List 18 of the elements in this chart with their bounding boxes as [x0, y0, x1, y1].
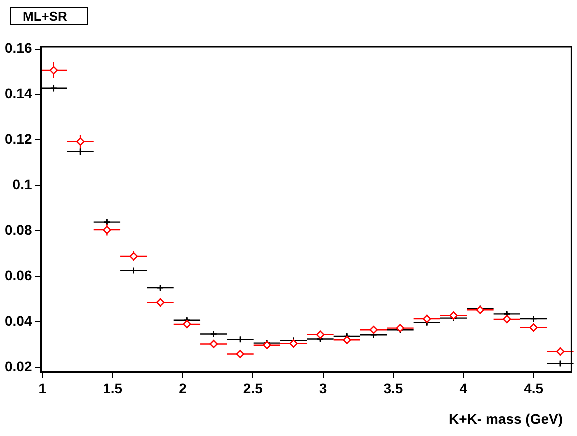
x-tick-label: 2 — [179, 380, 188, 396]
y-tick-label: 0.1 — [12, 176, 32, 193]
x-tick-label: 1 — [38, 380, 47, 396]
x-tick-label: 3 — [319, 380, 328, 396]
y-tick-label: 0.14 — [5, 86, 32, 102]
y-tick-label: 0.06 — [5, 268, 32, 284]
y-tick-label: 0.08 — [5, 222, 32, 238]
y-tick-label: 0.04 — [5, 313, 32, 330]
x-tick-label: 2.5 — [243, 380, 264, 396]
x-tick-label: 3.5 — [384, 380, 404, 396]
y-tick-label: 0.16 — [5, 40, 32, 56]
x-tick-label: 1.5 — [103, 380, 123, 396]
y-tick-label: 0.12 — [5, 131, 32, 148]
x-axis-title: K+K- mass (GeV) — [449, 411, 563, 427]
x-tick-label: 4 — [460, 380, 468, 396]
x-tick-label: 4.5 — [524, 380, 544, 396]
chart-title: ML+SR — [10, 7, 88, 25]
y-tick-label: 0.02 — [5, 358, 32, 375]
